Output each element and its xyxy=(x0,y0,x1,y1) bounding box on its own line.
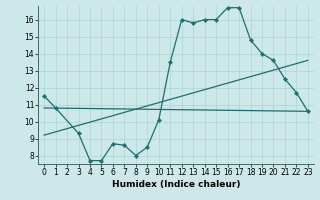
X-axis label: Humidex (Indice chaleur): Humidex (Indice chaleur) xyxy=(112,180,240,189)
